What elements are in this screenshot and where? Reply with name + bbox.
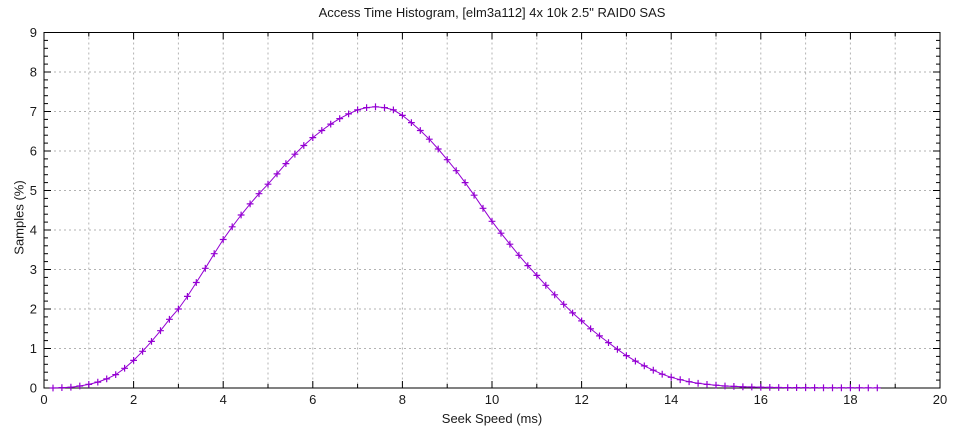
x-tick-labels: 0 2 4 6 8 10 12 14 16 18 20 xyxy=(40,392,947,407)
y-axis-label: Samples (%) xyxy=(11,180,27,255)
series-markers xyxy=(49,103,881,392)
grid-lines xyxy=(44,32,940,388)
svg-text:4: 4 xyxy=(30,223,37,238)
svg-text:10: 10 xyxy=(485,392,499,407)
svg-text:6: 6 xyxy=(30,144,37,159)
y-tick-labels: 0 1 2 3 4 5 6 7 8 9 xyxy=(30,25,37,396)
series-access-time-samples xyxy=(49,103,881,392)
chart-title: Access Time Histogram, [elm3a112] 4x 10k… xyxy=(318,5,666,20)
svg-text:2: 2 xyxy=(130,392,137,407)
svg-text:8: 8 xyxy=(30,65,37,80)
svg-text:12: 12 xyxy=(574,392,588,407)
svg-text:18: 18 xyxy=(843,392,857,407)
svg-text:0: 0 xyxy=(40,392,47,407)
svg-text:3: 3 xyxy=(30,262,37,277)
svg-text:20: 20 xyxy=(933,392,947,407)
svg-text:6: 6 xyxy=(309,392,316,407)
svg-text:16: 16 xyxy=(754,392,768,407)
svg-text:7: 7 xyxy=(30,104,37,119)
svg-text:1: 1 xyxy=(30,341,37,356)
svg-text:14: 14 xyxy=(664,392,678,407)
svg-text:0: 0 xyxy=(30,381,37,396)
axis-ticks xyxy=(43,32,941,389)
plot-border xyxy=(43,32,941,389)
series-line xyxy=(52,106,878,389)
svg-text:9: 9 xyxy=(30,25,37,40)
svg-text:5: 5 xyxy=(30,183,37,198)
svg-text:8: 8 xyxy=(399,392,406,407)
svg-text:4: 4 xyxy=(220,392,227,407)
x-axis-label: Seek Speed (ms) xyxy=(441,411,543,426)
svg-text:2: 2 xyxy=(30,302,37,317)
